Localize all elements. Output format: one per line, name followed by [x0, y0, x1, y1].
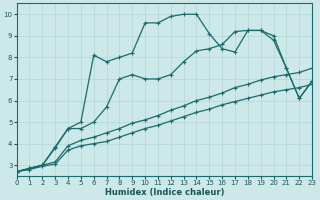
X-axis label: Humidex (Indice chaleur): Humidex (Indice chaleur)	[105, 188, 224, 197]
